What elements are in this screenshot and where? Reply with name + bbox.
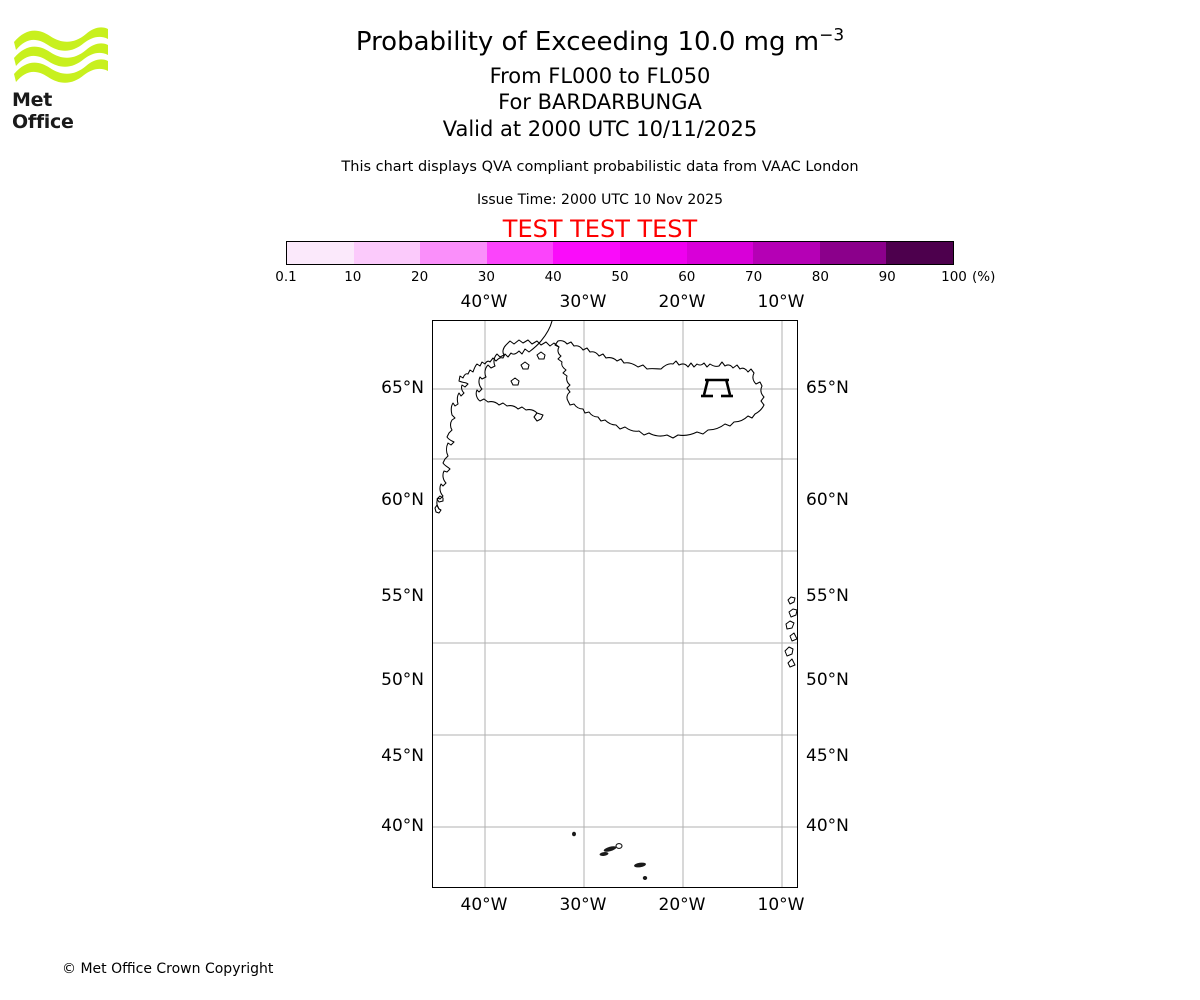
page-title-text: Probability of Exceeding 10.0 mg m [355,27,820,57]
colorbar-segment-20-30 [420,242,487,264]
colorbar-segment-50-60 [619,242,687,264]
lon-label-bottom-10°W: 10°W [757,895,805,915]
met-office-logo: Met Office [12,26,110,133]
coastline-iceland [475,339,765,439]
colorbar-segment-10-20 [353,242,421,264]
colorbar-tick-80: 80 [811,269,829,285]
probability-colorbar [286,241,954,265]
colorbar-segment-90-100 [886,242,953,264]
colorbar-tick-50: 50 [611,269,629,285]
coastline-azores [572,831,648,880]
lat-label-right-60°N: 60°N [806,490,849,510]
page-title: Probability of Exceeding 10.0 mg m−3 [0,26,1200,59]
lon-label-bottom-20°W: 20°W [658,895,706,915]
test-banner: TEST TEST TEST [502,215,698,243]
issue-time-label: Issue Time: 2000 UTC 10 Nov 2025 [476,192,724,208]
lat-label-right-40°N: 40°N [806,816,849,836]
lat-label-right-65°N: 65°N [806,378,849,398]
lon-label-top-30°W: 30°W [559,292,607,312]
colorbar-tick-70: 70 [745,269,763,285]
colorbar-tick-10: 10 [344,269,362,285]
lat-label-left-50°N: 50°N [381,670,424,690]
colorbar-units-label: (%) [972,269,996,285]
lon-label-bottom-30°W: 30°W [559,895,607,915]
lat-label-right-50°N: 50°N [806,670,849,690]
colorbar-segment-0.1-10 [287,242,354,264]
colorbar-segment-60-70 [686,242,754,264]
lat-label-left-60°N: 60°N [381,490,424,510]
colorbar-tick-30: 30 [477,269,495,285]
colorbar-tick-0.1: 0.1 [275,269,297,285]
colorbar-segment-70-80 [753,242,820,264]
page-title-exponent: −3 [819,25,845,46]
copyright-notice: © Met Office Crown Copyright [62,961,274,977]
lat-label-left-40°N: 40°N [381,816,424,836]
map-gridlines [433,321,797,887]
colorbar-tick-100: 100 [941,269,967,285]
title-valid-time: Valid at 2000 UTC 10/11/2025 [442,117,758,141]
met-office-wave-mark [14,27,108,83]
colorbar-segment-30-40 [486,242,554,264]
coastline-greenland [434,321,553,514]
colorbar-tick-20: 20 [411,269,429,285]
colorbar-tick-40: 40 [544,269,562,285]
met-office-logo-text: Met Office [12,89,74,133]
title-volcano-name: For BARDARBUNGA [498,90,702,114]
lat-label-left-65°N: 65°N [381,378,424,398]
lat-label-right-45°N: 45°N [806,746,849,766]
lon-label-top-40°W: 40°W [460,292,508,312]
map-frame [432,320,798,888]
lon-label-top-20°W: 20°W [658,292,706,312]
lat-label-left-55°N: 55°N [381,586,424,606]
colorbar-segment-80-90 [819,242,887,264]
lat-label-left-45°N: 45°N [381,746,424,766]
title-flight-levels: From FL000 to FL050 [489,64,711,88]
lat-label-right-55°N: 55°N [806,586,849,606]
map-canvas [433,321,797,887]
map-plot-area [432,320,798,888]
lon-label-top-10°W: 10°W [757,292,805,312]
qva-compliance-note: This chart displays QVA compliant probab… [341,159,859,175]
volcano-marker-bardarbunga [701,378,733,398]
colorbar-gradient [286,241,954,265]
colorbar-segment-40-50 [553,242,620,264]
colorbar-tick-90: 90 [878,269,896,285]
colorbar-tick-labels: 0.1 10 20 30 40 50 60 70 80 90 100 [275,269,967,287]
lon-label-bottom-40°W: 40°W [460,895,508,915]
colorbar-tick-60: 60 [678,269,696,285]
coastline-british-isles [784,596,797,668]
